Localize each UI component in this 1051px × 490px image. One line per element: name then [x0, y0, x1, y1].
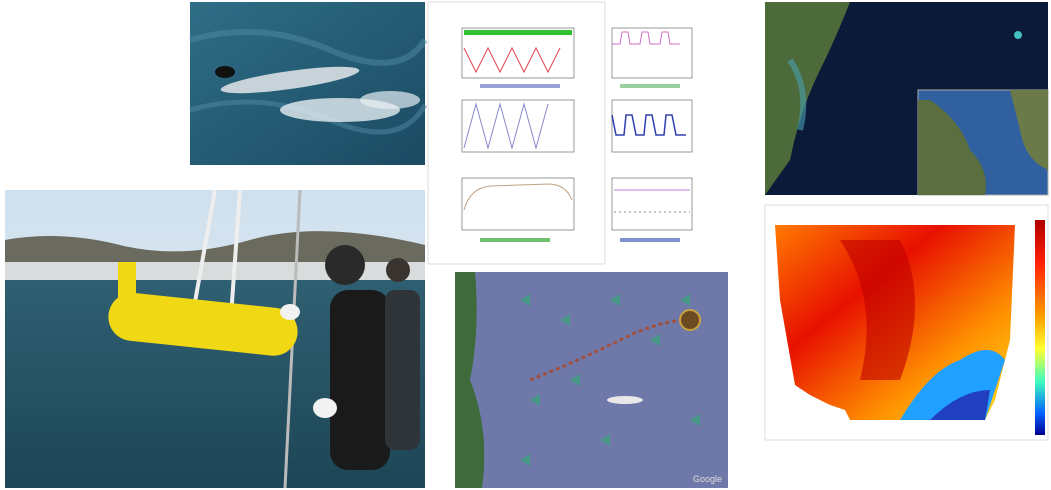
- heatmap-rect: [1035, 220, 1045, 435]
- chart-panel-rect: [612, 178, 692, 230]
- chart-panel-rect: [480, 238, 550, 242]
- satellite-map-circle: [1014, 31, 1022, 39]
- photo-glider-water-ellipse: [215, 66, 235, 78]
- photo-deployment-rect: [385, 290, 420, 450]
- chart-panel-rect: [620, 84, 680, 88]
- collage: Google: [0, 0, 1051, 490]
- map-watermark: Google: [693, 474, 722, 484]
- chart-panel: [428, 2, 692, 264]
- photo-glider-water-ellipse: [360, 91, 420, 109]
- chart-panel-rect: [612, 100, 692, 152]
- heatmap: [765, 205, 1048, 440]
- chart-panel-rect: [480, 84, 560, 88]
- photo-deployment-rect: [118, 262, 136, 304]
- map-currents-rect: [455, 272, 728, 488]
- body: Google (() => { const data = JSON.parse(…: [0, 0, 1051, 490]
- chart-panel-path: [612, 32, 680, 44]
- chart-panel-rect: [464, 30, 572, 35]
- chart-panel-rect: [620, 238, 680, 242]
- photo-deployment-circle: [325, 245, 365, 285]
- photo-deployment-ellipse: [280, 304, 300, 320]
- photo-deployment-rect: [330, 290, 390, 470]
- chart-panel-path: [612, 115, 686, 135]
- map-currents-circle: [680, 310, 700, 330]
- map-currents: Google: [455, 272, 728, 488]
- photo-glider-water: [190, 2, 425, 165]
- photo-deployment-ellipse: [313, 398, 337, 418]
- map-currents-ellipse: [607, 396, 643, 404]
- satellite-map: [765, 2, 1048, 195]
- photo-deployment-circle: [386, 258, 410, 282]
- page: {"map": {"watermark": "Google"}} body { …: [0, 0, 1051, 490]
- photo-deployment: [5, 190, 425, 488]
- chart-panel-rect: [612, 28, 692, 78]
